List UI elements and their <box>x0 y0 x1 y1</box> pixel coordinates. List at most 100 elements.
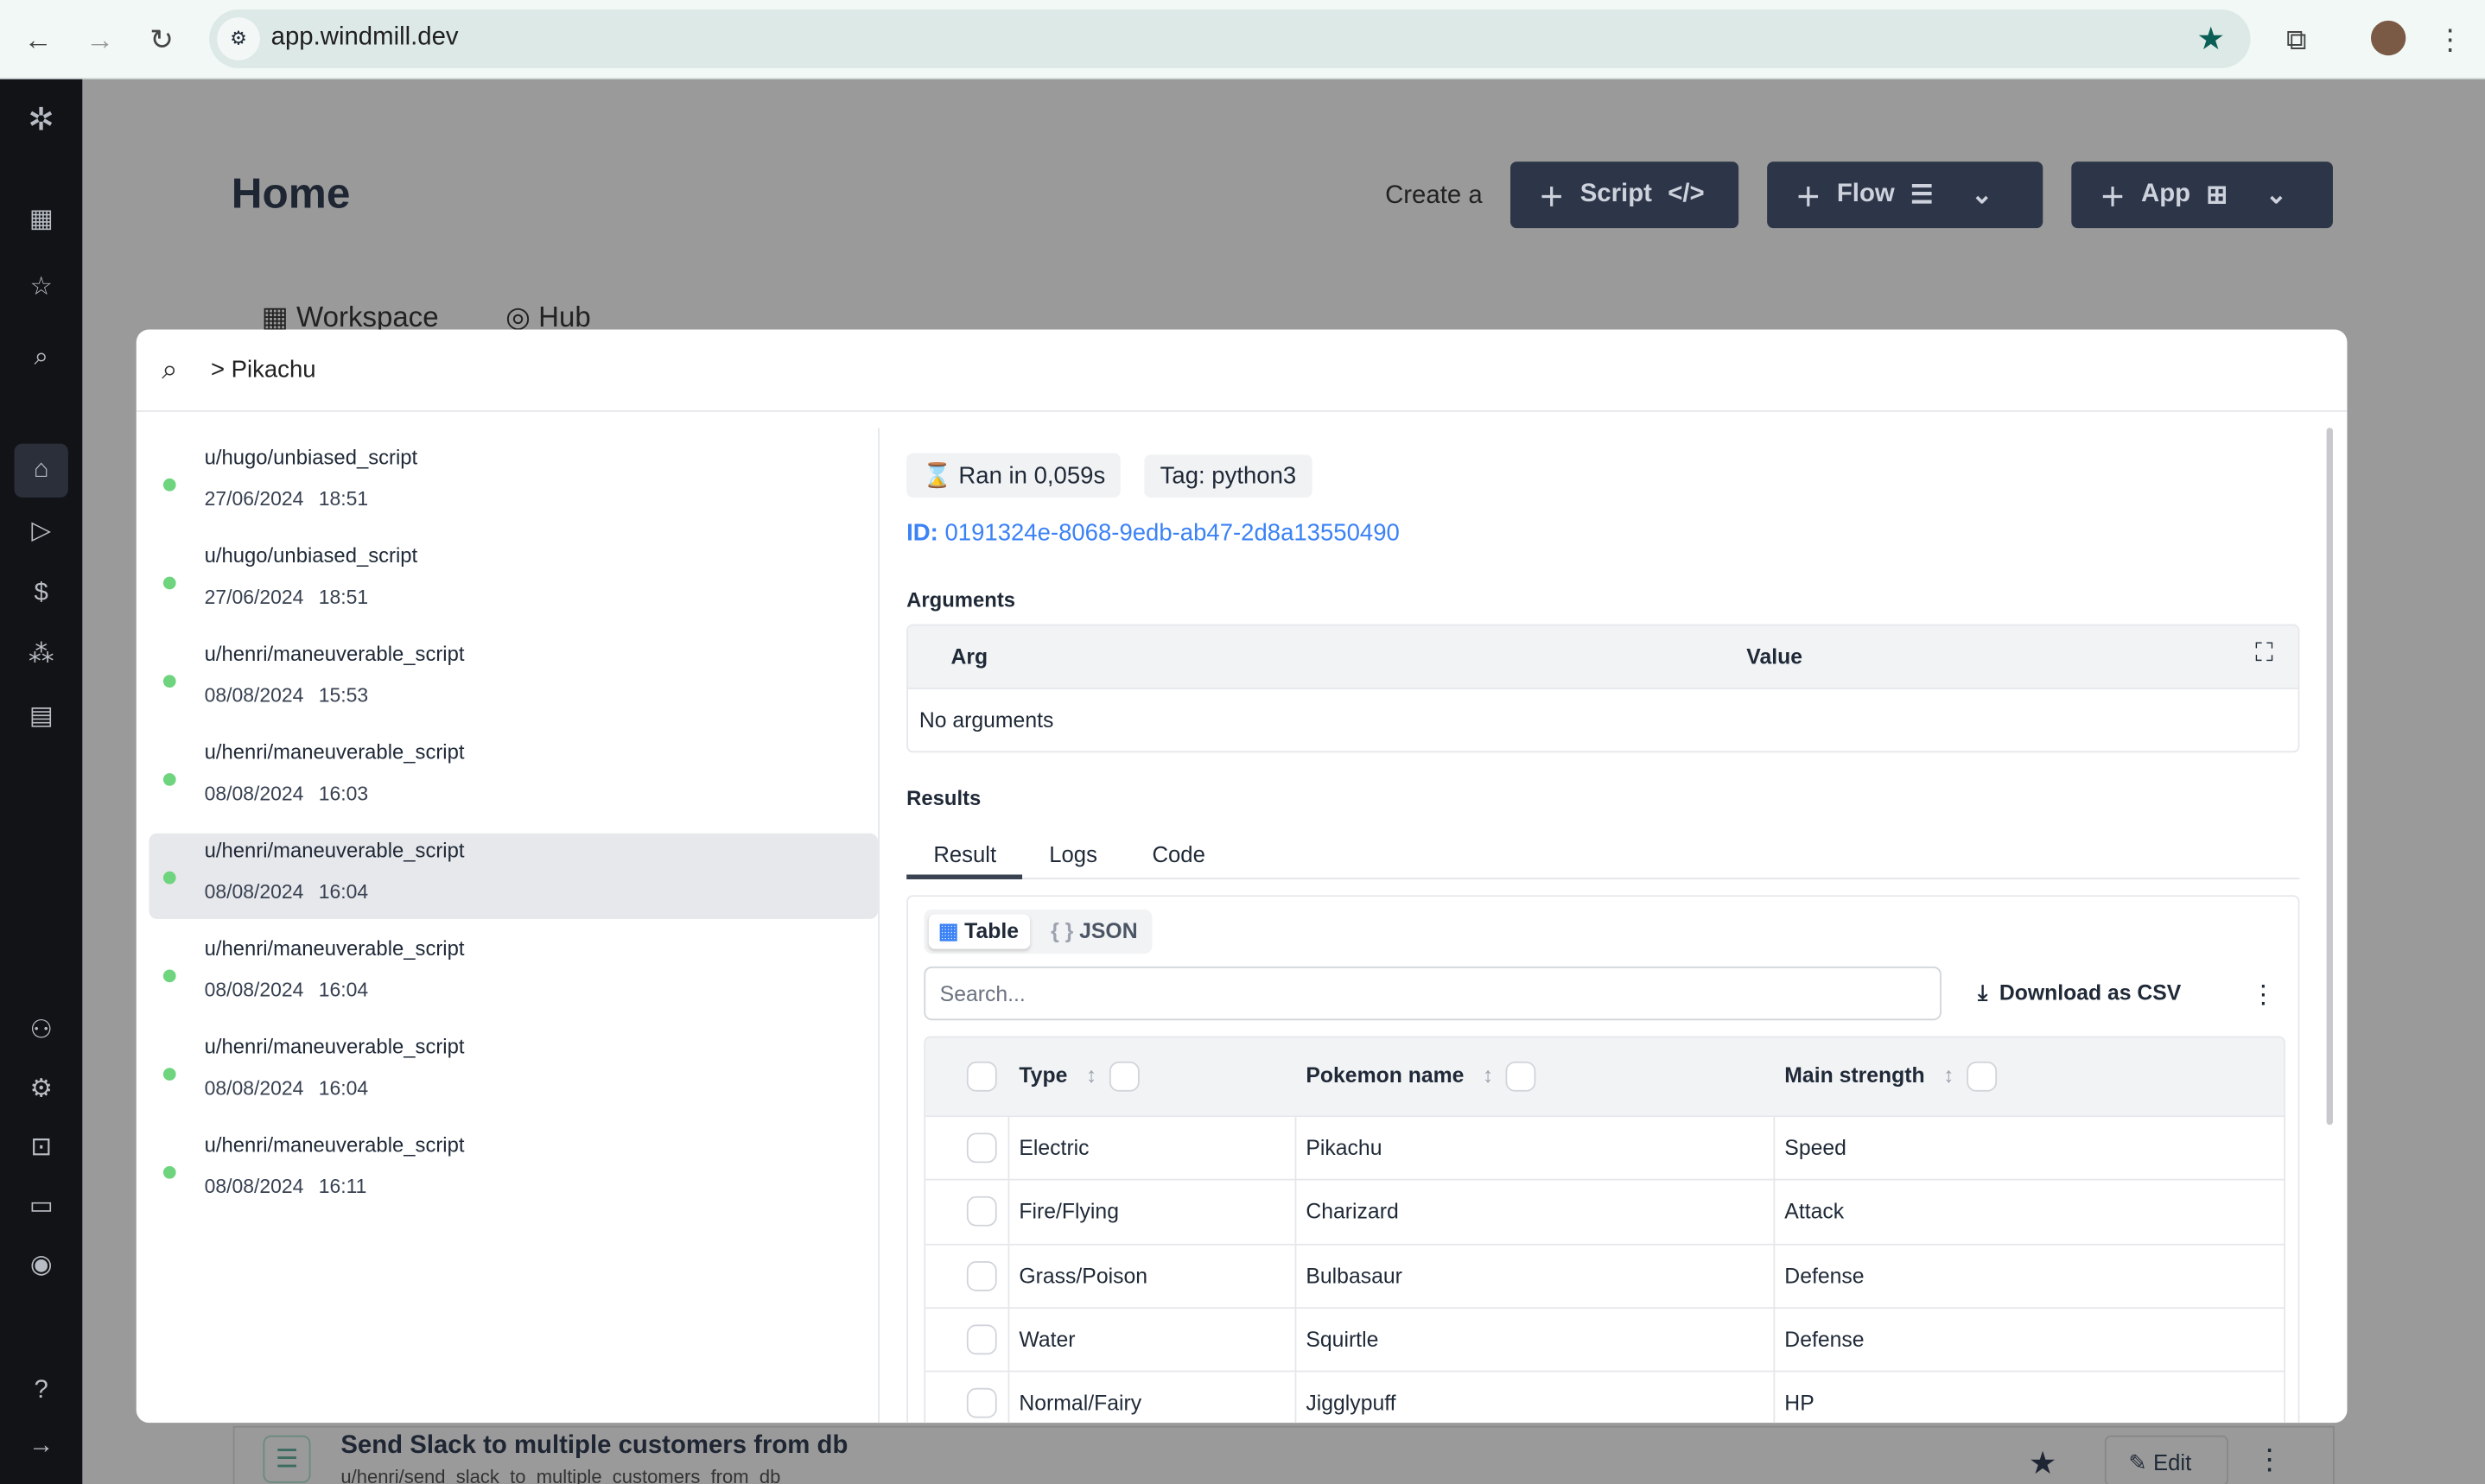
resources-icon[interactable]: ⁂ <box>29 641 54 669</box>
row-checkbox[interactable] <box>966 1132 997 1164</box>
row-checkbox[interactable] <box>966 1260 997 1291</box>
flow-icon: ☰ <box>263 1435 311 1483</box>
column-header[interactable]: Pokemon name ↕ <box>1306 1061 1536 1092</box>
robot-icon[interactable]: ⊡ <box>30 1134 52 1162</box>
tab-result[interactable]: Result <box>933 840 997 867</box>
more-icon[interactable]: ⋮ <box>2255 1443 2285 1475</box>
table-search-input[interactable]: Search... <box>924 966 1942 1021</box>
favorite-star-icon[interactable]: ★ <box>2028 1446 2057 1481</box>
expand-icon[interactable]: → <box>29 1432 54 1460</box>
search-icon[interactable]: ⌕ <box>34 344 48 371</box>
column-checkbox[interactable] <box>1967 1061 1998 1092</box>
create-flow-button[interactable]: ＋ Flow ☰ ⌄ <box>1767 162 2043 229</box>
run-list-item[interactable]: u/hugo/unbiased_script 27/06/2024 18:51 <box>149 441 878 526</box>
settings-icon[interactable]: ⚙ <box>29 1075 53 1103</box>
chevron-down-icon[interactable]: ⌄ <box>2266 181 2287 210</box>
reload-icon[interactable]: ↻ <box>149 23 174 56</box>
table-row[interactable]: Grass/Poison Bulbasaur Defense <box>925 1243 2285 1309</box>
run-date: 08/08/2024 16:04 <box>204 1077 369 1100</box>
chevron-down-icon[interactable]: ⌄ <box>1971 181 1992 210</box>
result-panel: ▦ Table { } JSON Search... ⤓ Download as… <box>906 895 2300 1424</box>
tag-badge: Tag: python3 <box>1144 454 1312 498</box>
arguments-table: Arg Value ⛶ No arguments <box>906 624 2300 753</box>
workspace-icon[interactable]: ▦ <box>29 206 54 233</box>
table-cell: Charizard <box>1306 1200 1399 1224</box>
json-view-toggle[interactable]: { } JSON <box>1051 918 1138 943</box>
eye-icon[interactable]: ◉ <box>29 1252 53 1279</box>
run-path: u/hugo/unbiased_script <box>204 445 418 469</box>
more-options-icon[interactable]: ⋮ <box>2250 982 2276 1010</box>
browser-toolbar: ← → ↻ ⚙ app.windmill.dev ★ ⧉ ⋮ <box>0 0 2485 79</box>
create-script-button[interactable]: ＋ Script </> <box>1509 162 1739 229</box>
run-list-item[interactable]: u/henri/maneuverable_script 08/08/2024 16… <box>149 1030 878 1115</box>
divider <box>878 428 880 1424</box>
sort-icon: ↕ <box>1943 1062 1954 1088</box>
run-path: u/henri/maneuverable_script <box>204 641 465 666</box>
forward-icon[interactable]: → <box>86 23 115 56</box>
star-icon[interactable]: ☆ <box>29 274 53 301</box>
results-title: Results <box>906 785 982 810</box>
select-all-checkbox[interactable] <box>966 1061 997 1092</box>
run-list-item[interactable]: u/henri/maneuverable_script 08/08/2024 16… <box>149 735 878 821</box>
extensions-icon[interactable]: ⧉ <box>2285 23 2307 56</box>
table-view-toggle[interactable]: ▦ Table <box>928 914 1031 949</box>
column-header[interactable]: Main strength ↕ <box>1784 1061 1998 1092</box>
download-csv-button[interactable]: ⤓ Download as CSV <box>1978 980 2182 1005</box>
tab-workspace[interactable]: ▦ Workspace <box>261 301 439 333</box>
folder-icon[interactable]: ▭ <box>29 1193 54 1221</box>
row-checkbox[interactable] <box>966 1324 997 1355</box>
windmill-logo-icon[interactable]: ✲ <box>28 103 55 138</box>
table-cell: Squirtle <box>1306 1327 1379 1352</box>
run-path: u/henri/maneuverable_script <box>204 1132 465 1157</box>
braces-icon: { } <box>1051 918 1074 943</box>
column-checkbox[interactable] <box>1506 1061 1536 1092</box>
user-icon[interactable]: ⚇ <box>29 1017 53 1044</box>
create-app-button[interactable]: ＋ App ⊞ ⌄ <box>2071 162 2333 229</box>
avatar[interactable] <box>2370 20 2406 56</box>
menu-icon[interactable]: ⋮ <box>2436 23 2465 56</box>
row-checkbox[interactable] <box>966 1196 997 1227</box>
row-checkbox[interactable] <box>966 1388 997 1418</box>
dollar-icon[interactable]: $ <box>34 580 48 607</box>
success-status-icon <box>162 478 176 491</box>
page-title: Home <box>231 169 351 218</box>
search-query-input[interactable]: > Pikachu <box>210 356 316 384</box>
tab-logs[interactable]: Logs <box>1049 840 1097 867</box>
help-icon[interactable]: ? <box>34 1376 48 1405</box>
run-date: 08/08/2024 16:04 <box>204 880 369 904</box>
back-icon[interactable]: ← <box>23 23 53 56</box>
table-cell: Fire/Flying <box>1019 1200 1119 1224</box>
success-status-icon <box>162 576 176 590</box>
bookmark-star-icon[interactable]: ★ <box>2196 22 2226 58</box>
scrollbar[interactable] <box>2326 428 2333 1126</box>
fullscreen-icon[interactable]: ⛶ <box>2255 640 2273 668</box>
tab-hub[interactable]: ◎ Hub <box>505 301 591 333</box>
value-column-header: Value <box>1746 644 1803 669</box>
url-text: app.windmill.dev <box>270 23 459 51</box>
run-list-item[interactable]: u/henri/maneuverable_script 08/08/2024 16… <box>149 833 879 919</box>
script-card[interactable]: ☰ Send Slack to multiple customers from … <box>232 1425 2335 1484</box>
run-list-item[interactable]: u/hugo/unbiased_script 27/06/2024 18:51 <box>149 539 878 625</box>
run-list-item[interactable]: u/henri/maneuverable_script 08/08/2024 16… <box>149 932 878 1018</box>
table-cell: HP <box>1784 1391 1814 1416</box>
tab-code[interactable]: Code <box>1152 840 1205 867</box>
table-cell: Jigglypuff <box>1306 1391 1396 1416</box>
table-row[interactable]: Electric Pikachu Speed <box>925 1115 2285 1181</box>
site-settings-icon[interactable]: ⚙ <box>217 17 260 60</box>
sort-icon: ↕ <box>1085 1062 1097 1088</box>
column-header[interactable]: Type ↕ <box>1019 1061 1140 1092</box>
run-list-item[interactable]: u/henri/maneuverable_script 08/08/2024 15… <box>149 637 878 722</box>
address-bar[interactable]: ⚙ app.windmill.dev ★ <box>209 10 2251 68</box>
home-icon[interactable]: ⌂ <box>33 456 49 484</box>
runs-icon[interactable]: ▷ <box>31 517 51 545</box>
table-row[interactable]: Fire/Flying Charizard Attack <box>925 1179 2285 1245</box>
edit-button[interactable]: ✎ Edit <box>2104 1435 2228 1484</box>
arg-column-header: Arg <box>950 644 988 669</box>
calendar-icon[interactable]: ▤ <box>29 703 54 731</box>
success-status-icon <box>162 969 176 983</box>
job-id-link[interactable]: ID: 0191324e-8068-9edb-ab47-2d8a13550490 <box>906 519 1400 547</box>
run-list-item[interactable]: u/henri/maneuverable_script 08/08/2024 16… <box>149 1128 878 1214</box>
column-checkbox[interactable] <box>1109 1061 1140 1092</box>
table-row[interactable]: Water Squirtle Defense <box>925 1307 2285 1373</box>
table-row[interactable]: Normal/Fairy Jigglypuff HP <box>925 1370 2285 1424</box>
